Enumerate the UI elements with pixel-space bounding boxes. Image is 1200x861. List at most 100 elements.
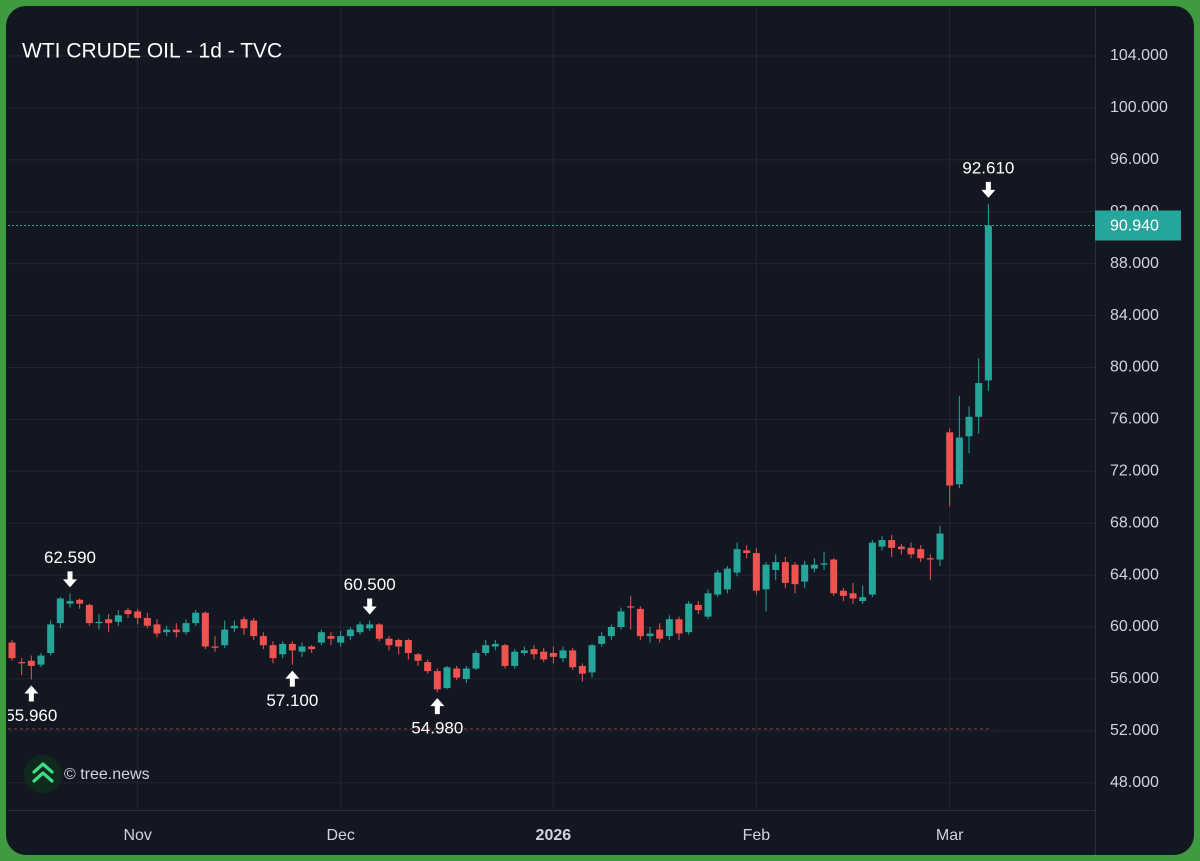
candle-body <box>830 559 838 594</box>
y-tick-label: 76.000 <box>1110 411 1159 428</box>
x-tick-label: Mar <box>936 827 964 844</box>
candle-body <box>685 603 693 633</box>
candle-body <box>385 638 393 646</box>
candle-body <box>8 642 16 659</box>
candle-body <box>375 624 383 639</box>
candle-body <box>124 610 132 615</box>
candle-body <box>733 549 741 573</box>
candle-body <box>424 662 432 672</box>
candle-body <box>356 624 364 633</box>
chart-title: WTI CRUDE OIL - 1d - TVC <box>22 40 282 63</box>
candle-body <box>298 646 306 652</box>
candle-body <box>192 612 200 624</box>
candle-body <box>907 547 915 555</box>
logo <box>24 755 62 793</box>
x-tick-label: 2026 <box>536 827 572 844</box>
candle-body <box>250 620 258 637</box>
candle-body <box>810 564 818 569</box>
candle-body <box>762 564 770 590</box>
candle-body <box>395 639 403 647</box>
annotation-label: 54.980 <box>411 719 463 738</box>
candle-body <box>820 563 828 565</box>
y-tick-label: 64.000 <box>1110 566 1159 583</box>
candle-body <box>801 564 809 582</box>
candle-body <box>501 645 509 666</box>
panel <box>6 6 1194 855</box>
candle-body <box>665 619 673 637</box>
candle-body <box>607 627 615 637</box>
candle-body <box>66 601 74 604</box>
candle-body <box>143 617 151 626</box>
candle-body <box>462 668 470 679</box>
candle-body <box>105 619 113 624</box>
candle-body <box>859 597 867 602</box>
candle-body <box>259 636 267 646</box>
candle-body <box>511 651 519 666</box>
candle-body <box>646 633 654 637</box>
annotation-arrow <box>981 181 996 198</box>
candle-body <box>540 651 548 660</box>
annotation-label: 57.100 <box>266 691 318 710</box>
candle-body <box>114 615 122 622</box>
annotation-arrow <box>24 685 39 702</box>
candle-body <box>95 621 103 624</box>
candle-body <box>868 542 876 595</box>
y-tick-label: 104.000 <box>1110 47 1168 64</box>
candle-body <box>404 639 412 653</box>
candle-body <box>965 416 973 437</box>
y-tick-label: 80.000 <box>1110 359 1159 376</box>
candle-body <box>279 643 287 655</box>
annotation-arrow <box>430 698 445 715</box>
candle-body <box>269 645 277 659</box>
annotation-label: 55.960 <box>5 706 57 725</box>
candle-body <box>723 568 731 590</box>
candle-body <box>569 650 577 668</box>
axes: 48.000 52.000 56.000 60.000 64.000 68.000 72.0… <box>123 47 1181 844</box>
candle-body <box>946 432 954 486</box>
candle-body <box>772 562 780 570</box>
y-tick-label: 56.000 <box>1110 670 1159 687</box>
candle-body <box>926 558 934 560</box>
x-tick-label: Feb <box>743 827 771 844</box>
candle-body <box>201 612 209 647</box>
candle-body <box>433 671 441 690</box>
candle-body <box>153 624 161 634</box>
last-price-box <box>1095 210 1181 241</box>
y-tick-label: 96.000 <box>1110 151 1159 168</box>
candle-body <box>530 649 538 655</box>
y-tick-label: 52.000 <box>1110 722 1159 739</box>
candle-body <box>308 646 316 650</box>
y-tick-label: 68.000 <box>1110 514 1159 531</box>
annotation-label: 62.590 <box>44 548 96 567</box>
candle-body <box>588 645 596 673</box>
candle-body <box>694 604 702 611</box>
candle-body <box>230 625 238 629</box>
candle-body <box>240 619 248 629</box>
candle-body <box>627 606 635 608</box>
candle-body <box>134 611 142 618</box>
candle-body <box>917 549 925 559</box>
candle-body <box>743 550 751 554</box>
candle-body <box>520 650 528 653</box>
candle-body <box>598 636 606 644</box>
candle-body <box>182 623 190 633</box>
candle-body <box>675 619 683 634</box>
candle-body <box>221 629 229 646</box>
grid <box>8 8 1095 810</box>
candle-body <box>791 564 799 585</box>
candle-body <box>975 383 983 417</box>
candle-body <box>491 643 499 647</box>
candle-body <box>453 668 461 678</box>
plot-area: 55.960 62.590 57.100 60.500 54.980 92.610 <box>5 158 1095 738</box>
candle-body <box>211 646 219 648</box>
candle-body <box>337 636 345 643</box>
y-tick-label: 60.000 <box>1110 618 1159 635</box>
candle-body <box>172 629 180 633</box>
annotation-label: 60.500 <box>344 575 396 594</box>
candle-body <box>85 604 93 624</box>
annotation-label: 92.610 <box>962 158 1014 177</box>
candle-body <box>559 650 567 659</box>
candle-body <box>482 645 490 653</box>
